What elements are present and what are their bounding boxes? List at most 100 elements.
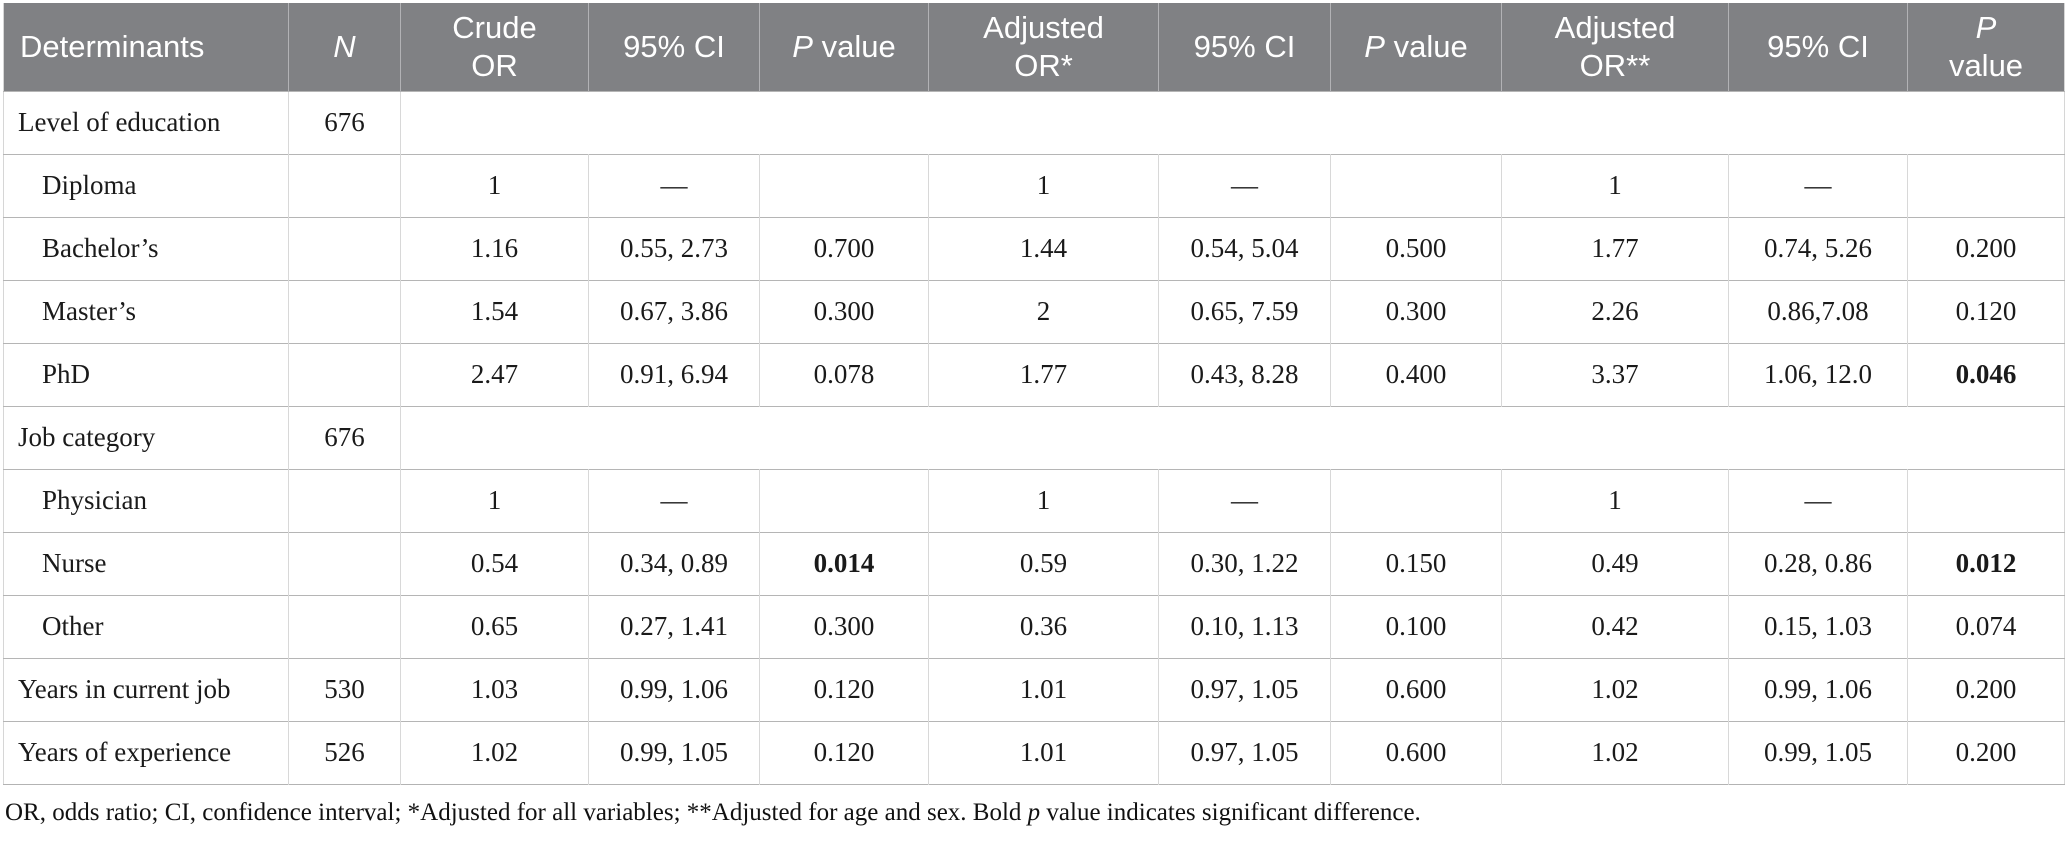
column-header: Determinants (3, 3, 289, 92)
column-header: Adjusted OR* (928, 3, 1159, 92)
table-cell: 0.86,7.08 (1728, 279, 1908, 344)
table-cell: 1 (1501, 468, 1729, 533)
table-cell: 2 (928, 279, 1159, 344)
table-cell: 1.77 (928, 342, 1159, 407)
table-cell: 1.16 (400, 216, 589, 281)
table-cell: 1.54 (400, 279, 589, 344)
table-cell: 0.200 (1907, 657, 2065, 722)
column-header: 95% CI (588, 3, 760, 92)
column-header: 95% CI (1158, 3, 1331, 92)
table-row: PhD 2.47 0.91, 6.94 0.078 1.77 0.43, 8.28 0.40… (3, 342, 2065, 407)
determinant-label: Diploma (3, 153, 289, 218)
table-cell: 1 (928, 468, 1159, 533)
table-row: Master’s 1.54 0.67, 3.86 0.300 2 0.65, 7.59 0.… (3, 279, 2065, 344)
table-row: Level of education 676 (3, 90, 2065, 155)
table-cell: 1.44 (928, 216, 1159, 281)
table-cell: 2.47 (400, 342, 589, 407)
table-cell: 1.01 (928, 720, 1159, 785)
column-header: N (288, 3, 401, 92)
determinant-label: Years in current job (3, 657, 289, 722)
column-header: 95% CI (1728, 3, 1908, 92)
column-header: P value (759, 3, 929, 92)
table-cell: 0.014 (759, 531, 929, 596)
table-row: Bachelor’s 1.16 0.55, 2.73 0.700 1.44 0.54, 5… (3, 216, 2065, 281)
table-cell: 1.77 (1501, 216, 1729, 281)
table-cell: 3.37 (1501, 342, 1729, 407)
n-value (288, 216, 401, 281)
table-cell: 0.500 (1330, 216, 1502, 281)
determinant-label: Physician (3, 468, 289, 533)
table-cell (1907, 468, 2065, 533)
n-value (288, 531, 401, 596)
table-cell: 0.074 (1907, 594, 2065, 659)
table-cell: 1 (928, 153, 1159, 218)
n-value (288, 594, 401, 659)
table-cell: 0.99, 1.06 (1728, 657, 1908, 722)
determinant-label: Other (3, 594, 289, 659)
table-row: Years of experience 526 1.02 0.99, 1.05 0.12… (3, 720, 2065, 785)
table-body: Level of education 676 Diploma 1—1—1— Bachel… (3, 90, 2065, 785)
table-cell: 1.03 (400, 657, 589, 722)
table-cell (1330, 468, 1502, 533)
n-value (288, 342, 401, 407)
table-cell: 0.200 (1907, 216, 2065, 281)
merged-empty-cell (400, 405, 2065, 470)
table-cell: 0.27, 1.41 (588, 594, 760, 659)
table-cell: 0.150 (1330, 531, 1502, 596)
table-cell: 0.49 (1501, 531, 1729, 596)
determinant-label: Nurse (3, 531, 289, 596)
table-cell: 0.120 (759, 657, 929, 722)
table-cell: 0.120 (1907, 279, 2065, 344)
table-cell: 0.97, 1.05 (1158, 720, 1331, 785)
table-cell: 0.36 (928, 594, 1159, 659)
table-cell: 0.200 (1907, 720, 2065, 785)
determinant-label: Job category (3, 405, 289, 470)
table-cell: 1.02 (400, 720, 589, 785)
table-cell: 0.10, 1.13 (1158, 594, 1331, 659)
table-cell: — (1158, 468, 1331, 533)
table-cell: 0.55, 2.73 (588, 216, 760, 281)
table-cell: 0.046 (1907, 342, 2065, 407)
table-row: Other 0.65 0.27, 1.41 0.300 0.36 0.10, 1.13 0.… (3, 594, 2065, 659)
table-cell: 1.06, 12.0 (1728, 342, 1908, 407)
table-cell: 0.59 (928, 531, 1159, 596)
table-cell: 0.100 (1330, 594, 1502, 659)
table-cell: 0.74, 5.26 (1728, 216, 1908, 281)
table-cell: 0.65 (400, 594, 589, 659)
table-cell: 0.43, 8.28 (1158, 342, 1331, 407)
column-header: Crude OR (400, 3, 589, 92)
table-cell: 0.99, 1.06 (588, 657, 760, 722)
table-row: Physician 1—1—1— (3, 468, 2065, 533)
table-cell: 0.42 (1501, 594, 1729, 659)
determinants-table: Determinants N Crude OR 95% CI P value Adjust… (3, 3, 2065, 785)
table-cell: 0.700 (759, 216, 929, 281)
table-cell: 0.300 (759, 279, 929, 344)
table-cell: 0.54, 5.04 (1158, 216, 1331, 281)
table-cell: 1 (400, 153, 589, 218)
table-cell: 0.28, 0.86 (1728, 531, 1908, 596)
table-cell: 0.91, 6.94 (588, 342, 760, 407)
table-cell: 0.65, 7.59 (1158, 279, 1331, 344)
column-header: P value (1907, 3, 2065, 92)
column-header: Adjusted OR** (1501, 3, 1729, 92)
table-cell: 0.67, 3.86 (588, 279, 760, 344)
table-header: Determinants N Crude OR 95% CI P value Adjust… (3, 3, 2065, 92)
table-footnote: OR, odds ratio; CI, confidence interval;… (3, 785, 2067, 828)
table-cell: 0.54 (400, 531, 589, 596)
table-cell: 0.600 (1330, 720, 1502, 785)
table-cell: 0.600 (1330, 657, 1502, 722)
table-cell: 0.99, 1.05 (1728, 720, 1908, 785)
n-value (288, 468, 401, 533)
table-row: Nurse 0.54 0.34, 0.89 0.014 0.59 0.30, 1.22 0.… (3, 531, 2065, 596)
n-value: 526 (288, 720, 401, 785)
table-cell: 2.26 (1501, 279, 1729, 344)
table-row: Diploma 1—1—1— (3, 153, 2065, 218)
table-cell: 1.02 (1501, 720, 1729, 785)
table-cell: 0.120 (759, 720, 929, 785)
determinant-label: Level of education (3, 90, 289, 155)
table-cell: 1 (400, 468, 589, 533)
table-cell: — (1728, 468, 1908, 533)
table-cell: 0.97, 1.05 (1158, 657, 1331, 722)
table-cell (759, 153, 929, 218)
